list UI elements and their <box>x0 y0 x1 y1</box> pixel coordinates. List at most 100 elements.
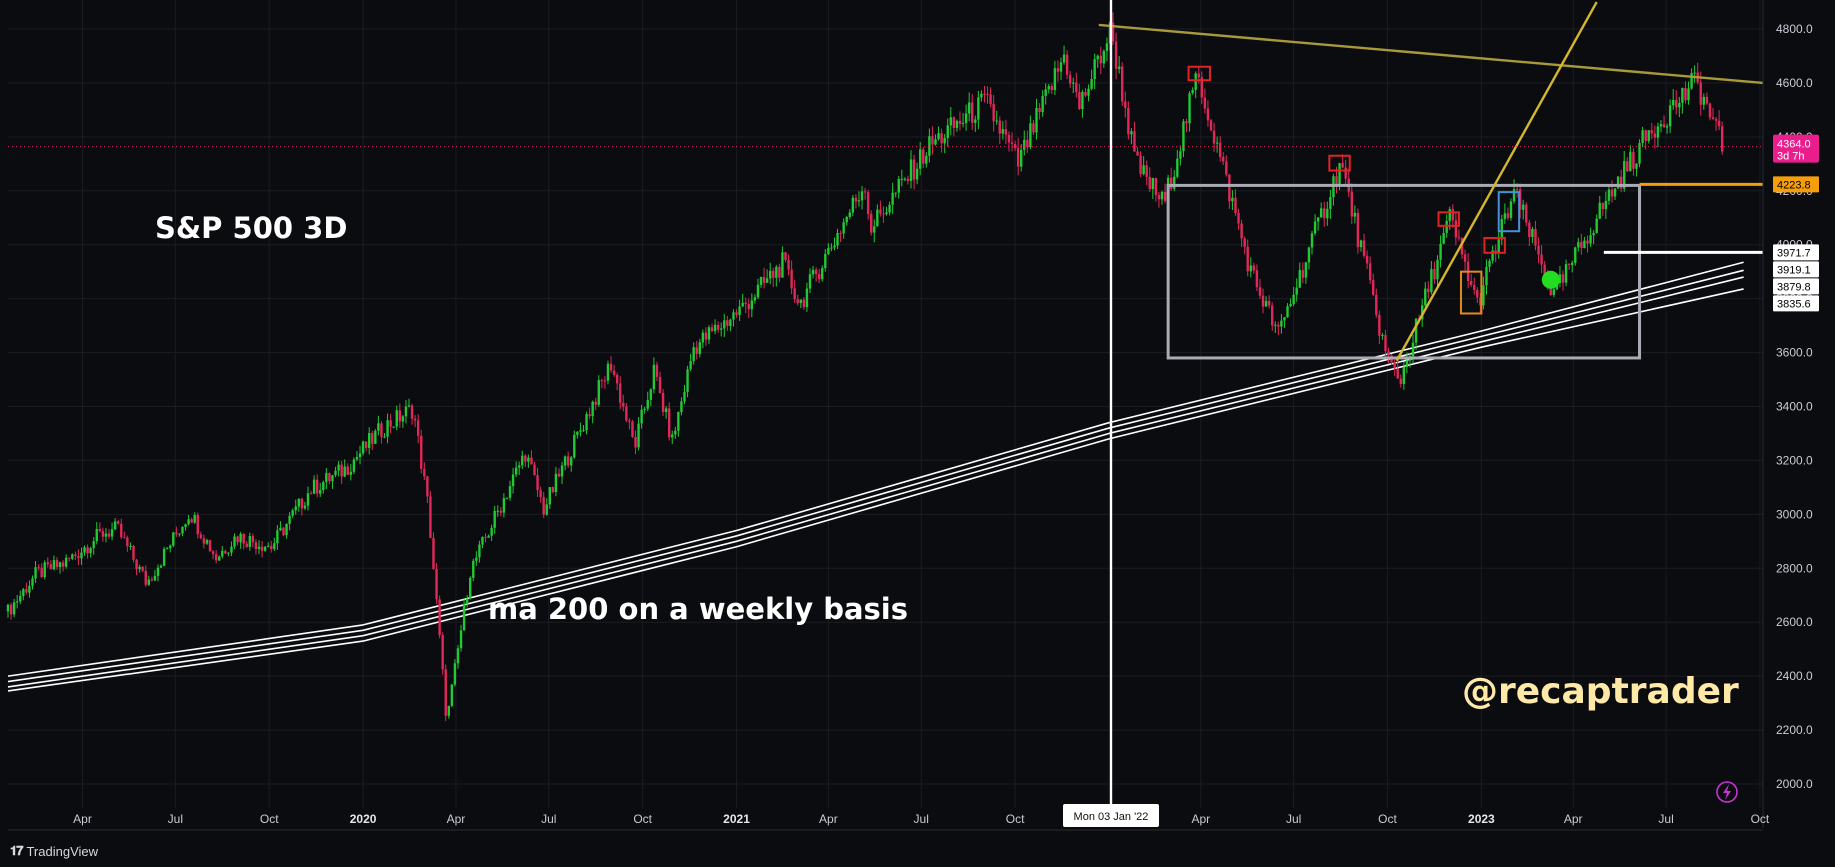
candle-body <box>646 399 649 409</box>
candle-body <box>833 245 836 248</box>
lightning-icon[interactable] <box>1716 781 1738 803</box>
candle-body <box>1564 264 1568 283</box>
candle-body <box>1068 74 1072 84</box>
candle-body <box>1130 131 1133 135</box>
candle-body <box>1020 149 1023 167</box>
candle-body <box>903 178 907 180</box>
ma-200-bands <box>7 261 1744 692</box>
candle-body <box>279 527 282 531</box>
candle-body <box>1191 90 1194 94</box>
candle-body <box>211 551 215 555</box>
candle-body <box>554 473 558 492</box>
time-tick-label: Jul <box>1286 812 1301 826</box>
time-tick-label: 2023 <box>1468 812 1495 826</box>
candle-body <box>340 464 343 477</box>
candle-body <box>1451 209 1455 221</box>
candle-body <box>1173 176 1176 189</box>
candle-body <box>331 475 334 482</box>
price-tick-label: 3200.0 <box>1776 453 1813 467</box>
candle-body <box>297 498 300 507</box>
candle-body <box>615 374 619 384</box>
candle-body <box>398 410 402 422</box>
candle-body <box>955 120 959 128</box>
candle-body <box>218 556 221 561</box>
candle-body <box>986 94 989 96</box>
candle-body <box>34 567 37 579</box>
candle-body <box>1362 240 1366 256</box>
candle-body <box>1598 202 1601 219</box>
candle-body <box>1433 268 1436 280</box>
candle-body <box>741 302 744 307</box>
candle-body <box>1445 220 1448 233</box>
time-axis[interactable]: Apr Jul Oct 2020 Apr Jul Oct 2021 Apr Jul Oct Apr Ju… <box>8 804 1770 831</box>
candle-body <box>9 604 13 615</box>
candle-body <box>1665 126 1669 128</box>
candle-body <box>1650 130 1653 134</box>
candle-body <box>233 536 236 547</box>
candle-body <box>628 420 631 422</box>
candle-body <box>101 531 105 537</box>
candle-body <box>511 474 515 487</box>
candle-body <box>539 490 542 498</box>
candlestick-series <box>6 12 1724 722</box>
candle-body <box>1479 297 1482 306</box>
candle-body <box>821 268 824 280</box>
candle-body <box>1151 178 1155 189</box>
candle-body <box>1353 212 1357 217</box>
candle-body <box>1316 217 1320 222</box>
candle-body <box>1717 120 1721 127</box>
candle-body <box>1029 123 1032 148</box>
candle-body <box>1283 317 1286 321</box>
candle-body <box>135 559 138 570</box>
candle-body <box>28 585 31 593</box>
candle-body <box>291 510 294 516</box>
candle-body <box>983 93 986 95</box>
price-axis[interactable]: 2000.0 2200.0 2400.0 2600.0 2800.0 3000.0 3200… <box>1762 0 1819 828</box>
candle-body <box>1414 318 1418 343</box>
candle-body <box>1032 123 1035 133</box>
candle-body <box>643 408 646 410</box>
candle-body <box>769 270 772 279</box>
candle-body <box>389 420 392 427</box>
candle-body <box>392 426 395 428</box>
candle-body <box>1681 87 1684 103</box>
candle-body <box>221 550 224 557</box>
candle-body <box>1295 287 1298 295</box>
candle-body <box>1240 223 1243 239</box>
candle-body <box>407 405 411 407</box>
candle-body <box>1065 54 1069 75</box>
candle-body <box>169 545 172 549</box>
candle-body <box>86 547 89 554</box>
candle-body <box>1592 233 1595 236</box>
candle-body <box>1570 262 1574 266</box>
candle-body <box>196 514 199 535</box>
candle-body <box>1301 270 1305 278</box>
candle-body <box>857 200 861 202</box>
candle-body <box>1133 131 1136 152</box>
marker-box <box>1328 154 1351 172</box>
candle-body <box>236 536 239 543</box>
candle-body <box>92 541 95 549</box>
candle-body <box>652 364 656 390</box>
candle-body <box>288 515 291 524</box>
candle-body <box>141 566 144 571</box>
candle-body <box>404 406 408 417</box>
candle-body <box>22 589 25 596</box>
candle-body <box>707 327 711 340</box>
crosshair-date-label: Mon 03 Jan '22 <box>1074 811 1149 823</box>
candle-body <box>303 505 307 509</box>
candle-body <box>1292 294 1295 305</box>
time-tick-label: Apr <box>447 812 466 826</box>
time-tick-label: 2020 <box>350 812 377 826</box>
candle-body <box>343 466 346 477</box>
candle-body <box>465 598 469 605</box>
candle-body <box>674 430 677 435</box>
candle-body <box>110 529 114 537</box>
green-dot <box>1541 270 1560 289</box>
candle-body <box>964 113 968 123</box>
descending-resistance-line <box>1098 23 1764 85</box>
time-tick-label: Apr <box>1191 812 1210 826</box>
candle-body <box>1668 105 1672 127</box>
candle-body <box>61 562 65 567</box>
